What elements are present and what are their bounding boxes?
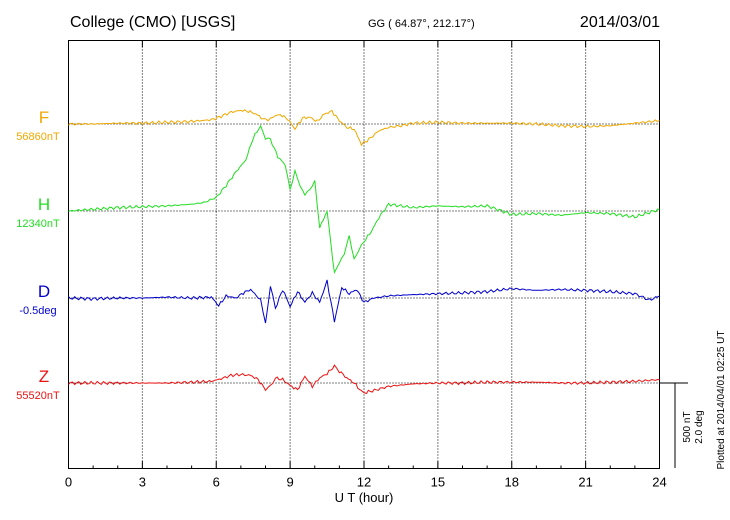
date-label: 2014/03/01 bbox=[580, 14, 660, 31]
series-line-z bbox=[68, 364, 660, 395]
component-labels: F 56860nT H 12340nT D -0.5deg Z 55520nT bbox=[16, 108, 60, 402]
x-tick-label-0: 0 bbox=[65, 475, 72, 490]
series-line-h bbox=[68, 124, 660, 274]
x-tick-label-18: 18 bbox=[505, 475, 519, 490]
series-line-d bbox=[68, 279, 660, 324]
x-tick-label-9: 9 bbox=[287, 475, 294, 490]
plotted-at-note: Plotted at 2014/04/01 02:25 UT bbox=[716, 331, 727, 470]
station-title: College (CMO) [USGS] bbox=[70, 14, 235, 31]
baseline-value-h: 12340nT bbox=[16, 218, 60, 230]
scale-bar-deg-label: 2.0 deg bbox=[694, 410, 705, 443]
x-tick-label-3: 3 bbox=[139, 475, 146, 490]
component-label-z: Z bbox=[39, 367, 49, 386]
x-axis-ticks bbox=[68, 40, 660, 469]
x-tick-label-12: 12 bbox=[357, 475, 371, 490]
x-tick-label-21: 21 bbox=[578, 475, 592, 490]
x-tick-label-6: 6 bbox=[213, 475, 220, 490]
x-tick-label-24: 24 bbox=[652, 475, 666, 490]
coordinates-label: GG ( 64.87°, 212.17°) bbox=[368, 18, 475, 30]
component-label-f: F bbox=[39, 108, 49, 127]
x-axis-title: U T (hour) bbox=[335, 490, 394, 505]
scale-bar-nt-label: 500 nT bbox=[682, 411, 693, 442]
baseline-value-z: 55520nT bbox=[16, 390, 60, 402]
grid-lines bbox=[141, 40, 587, 469]
scale-bar: 500 nT 2.0 deg bbox=[659, 382, 705, 468]
series-lines bbox=[68, 109, 660, 395]
series-line-f bbox=[68, 109, 660, 147]
component-label-d: D bbox=[38, 282, 50, 301]
baseline-value-d: -0.5deg bbox=[19, 305, 56, 317]
baseline-value-f: 56860nT bbox=[16, 131, 60, 143]
x-axis-tick-labels: 0 3 6 9 12 15 18 21 24 bbox=[65, 475, 667, 490]
component-label-h: H bbox=[38, 195, 50, 214]
x-tick-label-15: 15 bbox=[431, 475, 445, 490]
